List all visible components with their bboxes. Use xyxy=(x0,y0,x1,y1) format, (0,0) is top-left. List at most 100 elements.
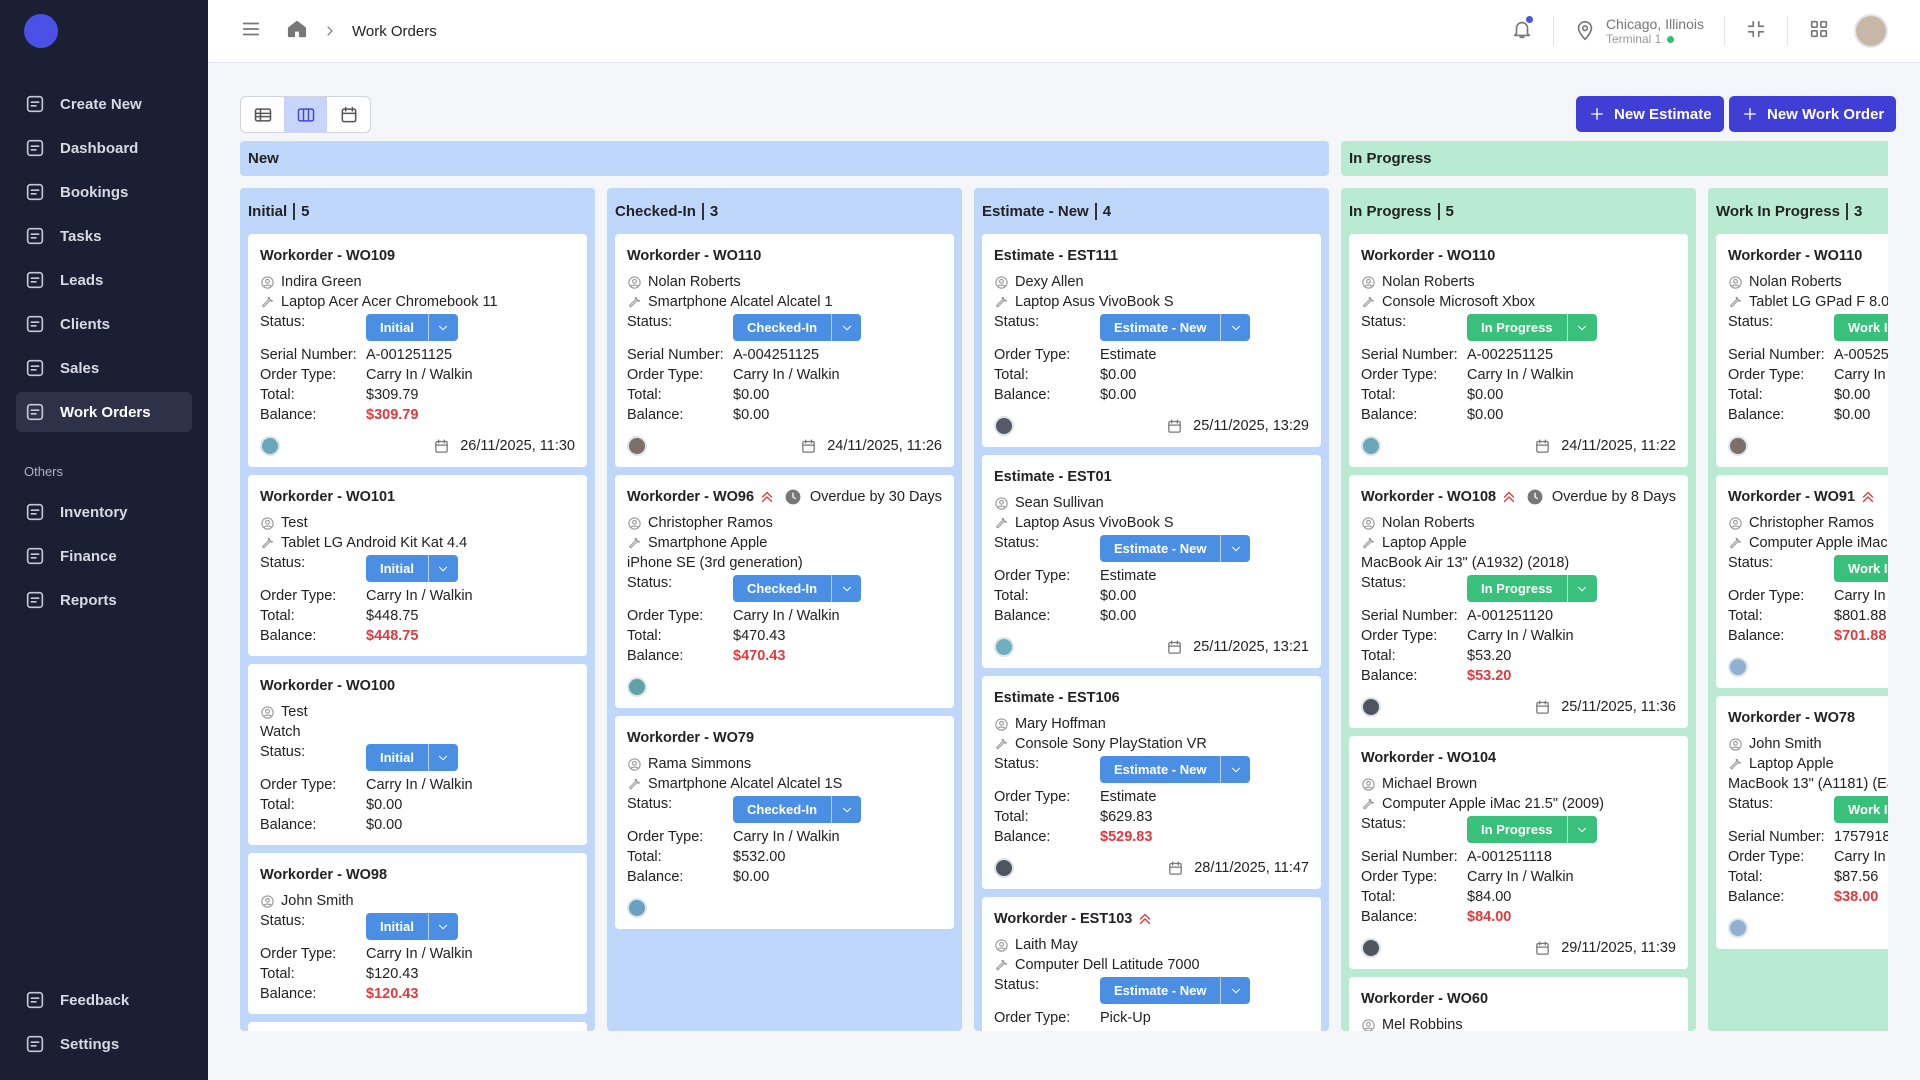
status-dropdown[interactable] xyxy=(1566,314,1597,341)
card[interactable]: Workorder - WO110 Nolan Roberts Tablet LG … xyxy=(1716,234,1888,467)
icon-part xyxy=(439,566,448,571)
action-button[interactable]: New Estimate xyxy=(1576,96,1724,132)
card[interactable]: Workorder - WO110 Nolan Roberts Smartphone… xyxy=(615,234,954,467)
card[interactable]: Workorder - WO78 John Smith Laptop Apple Ma… xyxy=(1716,696,1888,949)
menu-button[interactable] xyxy=(240,18,262,44)
status-dropdown[interactable] xyxy=(427,314,458,341)
status-button[interactable]: Estimate - New xyxy=(1100,756,1251,783)
nav-item[interactable]: Clients xyxy=(16,304,192,344)
status-text: Initial xyxy=(380,560,414,576)
nav-item[interactable]: Bookings xyxy=(16,172,192,212)
nav-item[interactable]: Create New xyxy=(16,84,192,124)
field-label: Status: xyxy=(1728,796,1774,812)
status-button[interactable]: Initial xyxy=(366,913,458,940)
card[interactable]: Workorder - WO100 Test Watch Status: Initial… xyxy=(248,664,587,845)
cal-icon xyxy=(1536,940,1550,955)
icon-part xyxy=(1731,284,1740,287)
status-button[interactable]: Work In Progress xyxy=(1834,796,1888,823)
view-cols[interactable] xyxy=(284,97,327,132)
card[interactable]: Workorder - WO104 Michael Brown Computer A… xyxy=(1349,736,1688,969)
status-button[interactable]: Initial xyxy=(366,744,458,771)
nav-item[interactable]: Reports xyxy=(16,580,192,620)
home-link[interactable] xyxy=(286,18,308,44)
nav-item[interactable]: Finance xyxy=(16,536,192,576)
status-dropdown[interactable] xyxy=(1220,756,1250,783)
field-value: Carry In / Walkin xyxy=(733,367,840,383)
card[interactable]: Workorder - WO108 Overdue by 8 Days Nolan … xyxy=(1349,475,1688,728)
nav-item[interactable]: Leads xyxy=(16,260,192,300)
field-label: Status: xyxy=(994,977,1040,993)
notifications[interactable] xyxy=(1511,16,1533,44)
card-footer: 25/11/2025, 11:36 xyxy=(1361,696,1676,718)
status-button[interactable]: Estimate - New xyxy=(1100,977,1251,1004)
customer-name: Mary Hoffman xyxy=(1015,716,1106,732)
status-dropdown[interactable] xyxy=(427,913,458,940)
card[interactable]: Workorder - WO60 Mel Robbins xyxy=(1349,977,1688,1031)
status-button[interactable]: Work In Progress xyxy=(1834,314,1888,341)
card[interactable]: Workorder - WO96 Overdue by 30 Days Christ… xyxy=(615,475,954,708)
status-dropdown[interactable] xyxy=(831,314,861,341)
status-button[interactable]: In Progress xyxy=(1467,816,1597,843)
nav-item[interactable]: Tasks xyxy=(16,216,192,256)
logo[interactable] xyxy=(24,14,58,48)
field: Order Type: Carry In / Walkin xyxy=(627,365,942,385)
view-table[interactable] xyxy=(241,97,284,132)
status-dropdown[interactable] xyxy=(1220,314,1250,341)
status-button[interactable]: Estimate - New xyxy=(1100,535,1251,562)
collapse-button[interactable] xyxy=(1745,18,1767,44)
status-dropdown[interactable] xyxy=(831,575,861,602)
status-button[interactable]: Checked-In xyxy=(733,575,862,602)
status-button[interactable]: Checked-In xyxy=(733,796,862,823)
icon-part xyxy=(995,717,1008,731)
card[interactable]: Workorder - WO109 Indira Green Laptop Acer… xyxy=(248,234,587,467)
card[interactable]: Workorder - WO79 Rama Simmons Smartphone A… xyxy=(615,716,954,929)
status-button[interactable]: Estimate - New xyxy=(1100,314,1251,341)
field-value: $448.75 xyxy=(366,628,419,644)
status-dropdown[interactable] xyxy=(1566,575,1597,602)
card[interactable]: Estimate - EST01 Sean Sullivan Laptop Asus… xyxy=(982,455,1321,668)
card[interactable] xyxy=(248,1022,587,1031)
icon-part xyxy=(439,325,448,330)
nav-item[interactable]: Work Orders xyxy=(16,392,192,432)
card[interactable]: Estimate - EST106 Mary Hoffman Console Son… xyxy=(982,676,1321,889)
action-label: New Estimate xyxy=(1614,105,1712,123)
nav-item[interactable]: Feedback xyxy=(16,980,192,1020)
card[interactable]: Workorder - WO110 Nolan Roberts Console Mi… xyxy=(1349,234,1688,467)
user-avatar[interactable] xyxy=(1854,14,1888,48)
action-button[interactable]: New Work Order xyxy=(1729,96,1897,132)
field: Serial Number: A-004251125 xyxy=(627,345,942,365)
status-dropdown[interactable] xyxy=(427,555,458,582)
cols-icon xyxy=(297,107,314,122)
apps-button[interactable] xyxy=(1808,18,1830,44)
icon-part xyxy=(26,315,44,333)
icon-part xyxy=(1536,440,1550,453)
status-dropdown[interactable] xyxy=(1566,816,1597,843)
status-button[interactable]: Checked-In xyxy=(733,314,862,341)
nav-item[interactable]: Dashboard xyxy=(16,128,192,168)
status-button[interactable]: Initial xyxy=(366,314,458,341)
card[interactable]: Workorder - WO98 John Smith Status: Initial… xyxy=(248,853,587,1014)
card[interactable]: Estimate - EST111 Dexy Allen Laptop Asus V… xyxy=(982,234,1321,447)
status-text: Estimate - New xyxy=(1114,540,1207,556)
nav-item[interactable]: Inventory xyxy=(16,492,192,532)
assignee-avatar xyxy=(1361,697,1381,717)
status-button[interactable]: In Progress xyxy=(1467,575,1597,602)
status-dropdown[interactable] xyxy=(427,744,458,771)
status-dropdown[interactable] xyxy=(831,796,861,823)
view-cal[interactable] xyxy=(327,97,370,132)
field: Status: Work In Progress xyxy=(1728,794,1888,827)
status-dropdown[interactable] xyxy=(1220,535,1250,562)
nav-item[interactable]: Settings xyxy=(16,1024,192,1064)
column-title: In Progress xyxy=(1349,202,1432,220)
icon-part xyxy=(254,107,271,122)
status-button[interactable]: Work In Progress xyxy=(1834,555,1888,582)
card[interactable]: Workorder - EST103 Laith May Computer Dell… xyxy=(982,897,1321,1031)
status-button[interactable]: In Progress xyxy=(1467,314,1597,341)
status-button[interactable]: Initial xyxy=(366,555,458,582)
card[interactable]: Workorder - WO101 Test Tablet LG Android K… xyxy=(248,475,587,656)
location[interactable]: Chicago, Illinois Terminal 1 xyxy=(1574,16,1704,46)
icon-part xyxy=(30,997,40,1003)
card[interactable]: Workorder - WO91 Christopher Ramos Compute… xyxy=(1716,475,1888,688)
status-dropdown[interactable] xyxy=(1220,977,1250,1004)
nav-item[interactable]: Sales xyxy=(16,348,192,388)
